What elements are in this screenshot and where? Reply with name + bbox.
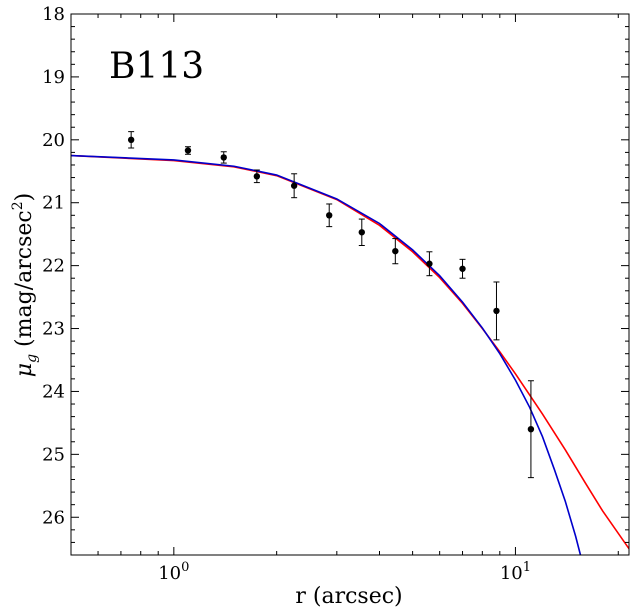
- model-curves: [71, 154, 629, 555]
- panel-title: B113: [109, 46, 204, 87]
- data-point-6: [326, 203, 333, 228]
- y-tick-label: 24: [42, 381, 65, 402]
- model-curve-1: [71, 154, 629, 550]
- marker: [392, 247, 399, 255]
- y-axis-label: μg (mag/arcsec2): [10, 193, 40, 377]
- y-tick-label: 20: [42, 130, 65, 151]
- y-axis-label-unit: (mag/arcsec: [12, 210, 37, 354]
- data-point-7: [358, 218, 365, 246]
- marker: [326, 212, 333, 219]
- data-point-3: [220, 151, 227, 164]
- marker: [493, 307, 500, 315]
- marker: [527, 425, 535, 433]
- marker: [253, 173, 261, 180]
- data-point-11: [493, 281, 500, 341]
- data-point-2: [184, 146, 192, 155]
- data-point-9: [426, 251, 433, 277]
- marker: [426, 260, 433, 267]
- y-axis-label-superscript: 2: [10, 201, 26, 210]
- data-point-5: [290, 173, 298, 199]
- data-points: [127, 131, 535, 479]
- y-tick-label: 25: [42, 444, 65, 465]
- marker: [184, 147, 192, 154]
- y-axis-label-subscript: g: [24, 354, 40, 363]
- x-tick-label: 101: [500, 560, 531, 584]
- data-point-10: [459, 258, 466, 279]
- x-axis-label: r (arcsec): [295, 584, 402, 609]
- data-point-12: [527, 380, 535, 479]
- y-tick-label: 23: [42, 319, 65, 340]
- data-point-1: [127, 131, 135, 149]
- model-curve-2: [71, 154, 582, 555]
- y-tick-label: 21: [42, 193, 65, 214]
- marker: [220, 154, 227, 161]
- plot-frame: [70, 13, 630, 556]
- y-axis-label-symbol: μ: [12, 363, 37, 377]
- data-point-8: [392, 238, 399, 265]
- y-tick-label: 22: [42, 256, 65, 277]
- y-axis-label-close: ): [12, 193, 37, 202]
- marker: [459, 265, 466, 272]
- data-point-4: [253, 169, 261, 184]
- x-tick-label: 100: [158, 560, 189, 584]
- y-tick-label: 19: [42, 67, 65, 88]
- y-axis-ticks: 18 19 20 21 22 23 24 25 26: [42, 4, 629, 556]
- x-axis-ticks: 100 101: [70, 14, 619, 584]
- marker: [290, 182, 298, 189]
- y-tick-label: 18: [42, 4, 65, 25]
- marker: [127, 136, 135, 144]
- marker: [358, 229, 365, 236]
- y-tick-label: 26: [42, 507, 65, 528]
